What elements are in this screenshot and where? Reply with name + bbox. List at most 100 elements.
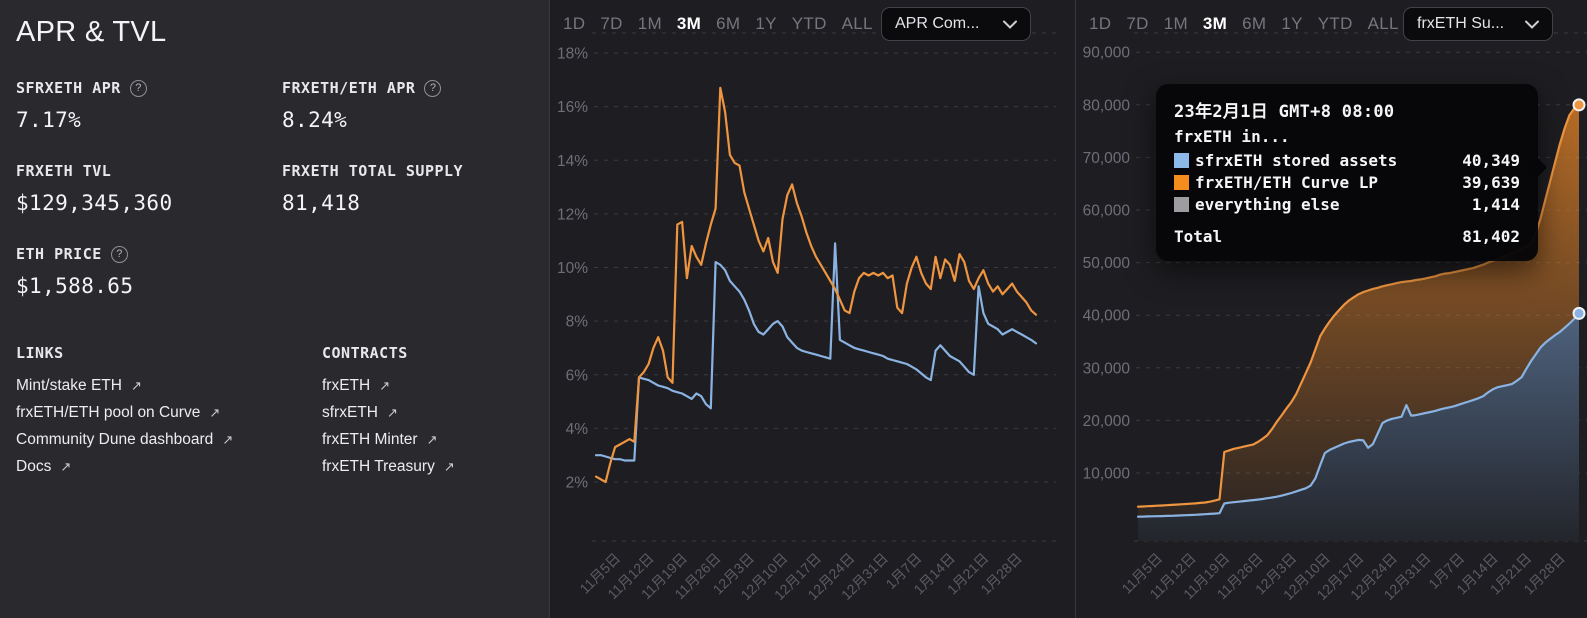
- svg-text:8%: 8%: [566, 314, 589, 331]
- link-label: frxETH Minter: [322, 431, 418, 448]
- stat-value: 7.17%: [16, 108, 82, 132]
- sfrxeth-stored-line: [1136, 312, 1581, 518]
- link-docs[interactable]: Docs ↗: [16, 458, 322, 476]
- range-tab-1d[interactable]: 1D: [1089, 14, 1112, 33]
- range-tab-6m[interactable]: 6M: [1242, 14, 1267, 33]
- link-label: sfrxETH: [322, 404, 378, 421]
- contracts-list: frxETH ↗ sfrxETH ↗ frxETH Minter ↗ frxETH Trea…: [322, 377, 529, 476]
- stat-frxeth-eth-apr: FRXETH/ETH APR? 8.24%: [282, 79, 529, 132]
- supply-metric-dropdown[interactable]: frxETH Su...: [1403, 7, 1553, 41]
- contract-frxeth[interactable]: frxETH ↗: [322, 377, 529, 395]
- range-tab-all[interactable]: ALL: [1367, 14, 1399, 33]
- range-tab-1y[interactable]: 1Y: [1281, 14, 1303, 33]
- stat-label: SFRXETH APR: [16, 79, 121, 97]
- external-link-icon: ↗: [209, 405, 221, 420]
- chart-tooltip: 23年2月1日 GMT+8 08:00 frxETH in... sfrxETH…: [1156, 84, 1548, 261]
- contract-frxeth-minter[interactable]: frxETH Minter ↗: [322, 431, 529, 449]
- range-tab-3m[interactable]: 3M: [676, 14, 702, 33]
- range-tab-all[interactable]: ALL: [841, 14, 873, 33]
- tooltip-row-value: 39,639: [1462, 173, 1520, 192]
- legend-swatch-icon: [1174, 197, 1189, 212]
- stat-label: ETH PRICE: [16, 245, 102, 263]
- tooltip-row: frxETH/ETH Curve LP 39,639: [1174, 173, 1520, 192]
- apr-chart-panel: 1D 7D 1M 3M 6M 1Y YTD ALL APR Com... 18% 16% 14% 1…: [549, 0, 1075, 618]
- apr-metric-dropdown[interactable]: APR Com...: [881, 7, 1031, 41]
- tooltip-total-row: Total 81,402: [1174, 227, 1520, 246]
- svg-text:14%: 14%: [557, 153, 588, 170]
- link-community-dune-dashboard[interactable]: Community Dune dashboard ↗: [16, 431, 322, 449]
- svg-text:20,000: 20,000: [1083, 413, 1131, 430]
- frxeth-total-endpoint-dot: [1572, 98, 1586, 112]
- link-frxeth-eth-pool-on-curve[interactable]: frxETH/ETH pool on Curve ↗: [16, 404, 322, 422]
- sfrxeth-stored-area: [1138, 313, 1579, 541]
- range-tab-1d[interactable]: 1D: [563, 14, 586, 33]
- external-link-icon: ↗: [60, 459, 72, 474]
- svg-text:12%: 12%: [557, 206, 588, 223]
- svg-text:4%: 4%: [566, 421, 589, 438]
- stat-frxeth-total-supply: FRXETH TOTAL SUPPLY 81,418: [282, 162, 529, 215]
- supply-chart-canvas[interactable]: 90,000 80,000 70,000 60,000 50,000 40,000 30,0…: [1076, 0, 1587, 618]
- apr-chart-canvas[interactable]: 18%16%14%12%10%8%6%4%2%11月5日11月12日11月19日…: [550, 0, 1076, 618]
- stat-label-row: SFRXETH APR?: [16, 79, 282, 97]
- svg-text:2%: 2%: [566, 475, 589, 492]
- tooltip-date: 23年2月1日 GMT+8 08:00: [1174, 102, 1395, 122]
- contract-frxeth-treasury[interactable]: frxETH Treasury ↗: [322, 458, 529, 476]
- help-icon[interactable]: ?: [110, 245, 128, 263]
- legend-swatch-icon: [1174, 153, 1189, 168]
- help-icon[interactable]: ?: [424, 79, 442, 97]
- range-tab-ytd[interactable]: YTD: [791, 14, 827, 33]
- links-title: LINKS: [16, 344, 64, 362]
- stat-eth-price: ETH PRICE? $1,588.65: [16, 245, 282, 298]
- svg-text:10%: 10%: [557, 260, 588, 277]
- contract-sfrxeth[interactable]: sfrxETH ↗: [322, 404, 529, 422]
- svg-text:6%: 6%: [566, 367, 589, 384]
- tooltip-row-value: 1,414: [1471, 195, 1520, 214]
- tooltip-row: everything else 1,414: [1174, 195, 1520, 214]
- svg-text:60,000: 60,000: [1083, 203, 1131, 220]
- range-tab-7d[interactable]: 7D: [1126, 14, 1149, 33]
- sfrxeth-stored-endpoint-dot: [1572, 306, 1586, 320]
- tooltip-row-value: 40,349: [1462, 151, 1520, 170]
- svg-text:50,000: 50,000: [1083, 255, 1131, 272]
- range-tab-7d[interactable]: 7D: [600, 14, 623, 33]
- range-tab-6m[interactable]: 6M: [716, 14, 741, 33]
- stat-label-row: ETH PRICE?: [16, 245, 282, 263]
- link-mint-stake-eth[interactable]: Mint/stake ETH ↗: [16, 377, 322, 395]
- stat-label-row: FRXETH/ETH APR?: [282, 79, 529, 97]
- tooltip-total-value: 81,402: [1462, 227, 1520, 246]
- stat-label: FRXETH TOTAL SUPPLY: [282, 162, 464, 180]
- range-tab-1m[interactable]: 1M: [637, 14, 662, 33]
- external-link-icon: ↗: [443, 459, 455, 474]
- stat-frxeth-tvl: FRXETH TVL $129,345,360: [16, 162, 282, 215]
- supply-dropdown-label: frxETH Su...: [1417, 15, 1505, 32]
- link-label: frxETH: [322, 377, 371, 394]
- stat-sfrxeth-apr: SFRXETH APR? 7.17%: [16, 79, 282, 132]
- range-tab-1y[interactable]: 1Y: [755, 14, 777, 33]
- stat-label-row: FRXETH TOTAL SUPPLY: [282, 162, 529, 180]
- svg-text:10,000: 10,000: [1083, 466, 1131, 483]
- help-icon[interactable]: ?: [129, 79, 147, 97]
- external-link-icon: ↗: [426, 432, 438, 447]
- frxeth-eth-apr-line: [594, 86, 1038, 484]
- link-label: Docs: [16, 458, 52, 475]
- tooltip-row-label: frxETH/ETH Curve LP: [1195, 173, 1379, 192]
- range-tab-ytd[interactable]: YTD: [1317, 14, 1353, 33]
- tooltip-row-label: sfrxETH stored assets: [1195, 151, 1398, 170]
- supply-chart-panel: 1D 7D 1M 3M 6M 1Y YTD ALL frxETH Su... 90,000 80…: [1075, 0, 1587, 618]
- legend-swatch-icon: [1174, 175, 1189, 190]
- supply-range-tabs: 1D 7D 1M 3M 6M 1Y YTD ALL: [1089, 14, 1399, 34]
- external-link-icon: ↗: [222, 432, 234, 447]
- stat-label-row: FRXETH TVL: [16, 162, 282, 180]
- apr-dropdown-label: APR Com...: [895, 15, 980, 32]
- link-label: frxETH Treasury: [322, 458, 435, 475]
- stat-value: 8.24%: [282, 108, 348, 132]
- range-tab-1m[interactable]: 1M: [1163, 14, 1188, 33]
- svg-text:40,000: 40,000: [1083, 308, 1131, 325]
- range-tab-3m[interactable]: 3M: [1202, 14, 1228, 33]
- apr-chart-header: 1D 7D 1M 3M 6M 1Y YTD ALL APR Com...: [550, 6, 1075, 42]
- links-list: Mint/stake ETH ↗ frxETH/ETH pool on Curve ↗…: [16, 377, 322, 476]
- external-link-icon: ↗: [130, 378, 142, 393]
- tooltip-subtitle: frxETH in...: [1174, 127, 1290, 146]
- svg-text:80,000: 80,000: [1083, 97, 1131, 114]
